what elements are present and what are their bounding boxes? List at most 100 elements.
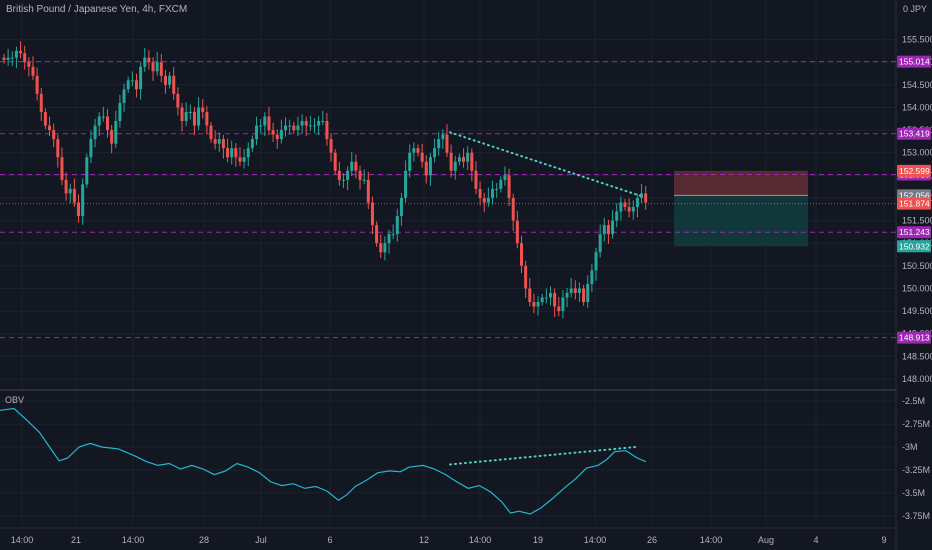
- candle-body-27: [114, 121, 118, 144]
- candle-body-154: [640, 193, 644, 198]
- candle-body-130: [540, 297, 544, 303]
- candle-body-137: [569, 288, 573, 293]
- candle-body-124: [515, 220, 519, 244]
- level-tag-3-bg: [897, 226, 931, 239]
- candle-body-100: [416, 148, 420, 153]
- chart-title: British Pound / Japanese Yen, 4h, FXCM: [6, 4, 188, 15]
- candle-body-49: [205, 111, 209, 126]
- candle-body-42: [176, 93, 180, 108]
- candle-body-64: [267, 116, 271, 131]
- time-tick-3: 28: [199, 535, 209, 545]
- candle-body-68: [284, 125, 288, 131]
- currency-selector[interactable]: 0 JPY: [903, 4, 927, 14]
- candle-body-11: [48, 125, 52, 131]
- candle-body-133: [553, 292, 557, 307]
- candle-body-15: [64, 179, 68, 194]
- candle-body-135: [561, 297, 565, 312]
- candle-body-118: [491, 188, 495, 198]
- candle-body-32: [134, 80, 138, 90]
- candle-body-98: [408, 152, 412, 171]
- price-tick-2: 154.500: [902, 80, 932, 90]
- candle-body-76: [317, 121, 321, 126]
- candle-body-110: [457, 157, 461, 162]
- candle-body-67: [279, 130, 283, 140]
- take-profit-zone: [674, 195, 808, 247]
- level-tag-0-bg: [897, 55, 931, 68]
- entry-tag: 152.056: [899, 190, 930, 200]
- candle-body-10: [43, 111, 47, 126]
- candle-body-41: [172, 75, 176, 94]
- candle-body-119: [495, 188, 499, 190]
- candle-body-140: [582, 288, 586, 303]
- price-tick-3: 154.000: [902, 102, 932, 112]
- candle-body-23: [97, 116, 101, 126]
- price-tick-0: 155.500: [902, 35, 932, 45]
- candle-body-79: [329, 139, 333, 153]
- currency-label: JPY: [910, 4, 928, 14]
- candle-body-122: [507, 175, 511, 198]
- candle-body-28: [118, 102, 122, 122]
- candle-body-105: [437, 139, 441, 149]
- time-tick-1: 21: [71, 535, 81, 545]
- candle-body-144: [598, 234, 602, 253]
- candle-body-96: [399, 197, 403, 217]
- candle-body-95: [395, 216, 399, 235]
- candle-body-102: [424, 161, 428, 176]
- candle-body-104: [433, 148, 437, 158]
- price-tick-8: 151.500: [902, 216, 932, 226]
- candle-body-30: [126, 80, 130, 90]
- candle-body-14: [60, 157, 64, 180]
- candle-body-113: [470, 152, 474, 171]
- candle-body-152: [631, 207, 635, 212]
- time-tick-11: 14:00: [700, 535, 723, 545]
- candle-body-69: [288, 125, 292, 127]
- candle-body-82: [341, 179, 345, 181]
- candle-body-81: [337, 170, 341, 180]
- candle-body-59: [246, 148, 250, 158]
- candle-body-85: [354, 161, 358, 171]
- candle-body-36: [151, 62, 155, 72]
- candle-body-153: [635, 197, 639, 207]
- obv-tick-0: -2.5M: [902, 396, 925, 406]
- candle-body-61: [255, 125, 259, 140]
- trendlines: [449, 131, 641, 466]
- candle-body-58: [242, 157, 246, 162]
- candle-body-4: [19, 50, 23, 54]
- candle-body-78: [325, 121, 329, 140]
- candle-body-56: [234, 148, 238, 158]
- obv-tick-4: -3.5M: [902, 488, 925, 498]
- candle-body-13: [56, 139, 60, 158]
- candle-body-39: [163, 75, 167, 85]
- candle-body-45: [188, 111, 192, 113]
- candle-body-21: [89, 139, 93, 158]
- position-zones: [674, 170, 808, 247]
- candle-body-0: [2, 57, 6, 60]
- candle-body-108: [449, 152, 453, 171]
- candle-body-66: [275, 134, 279, 140]
- candle-body-3: [14, 50, 18, 58]
- candle-body-12: [52, 130, 56, 140]
- candle-body-62: [259, 125, 263, 127]
- price-tick-12: 149.500: [902, 306, 932, 316]
- level-tag-4-bg: [897, 331, 931, 344]
- candle-body-136: [565, 292, 569, 298]
- time-tick-2: 14:00: [122, 535, 145, 545]
- candle-body-37: [155, 62, 159, 72]
- candle-body-99: [412, 148, 416, 153]
- price-tick-10: 150.500: [902, 261, 932, 271]
- time-tick-0: 14:00: [11, 535, 34, 545]
- level-tag-3: 151.243: [899, 227, 930, 237]
- time-tick-10: 26: [647, 535, 657, 545]
- candle-body-115: [478, 188, 482, 198]
- candle-body-90: [375, 225, 379, 244]
- target-tag: 150.932: [899, 241, 930, 251]
- candle-body-145: [602, 225, 606, 235]
- candle-body-131: [544, 297, 548, 299]
- candle-body-143: [594, 252, 598, 271]
- current-price-tag-bg: [897, 197, 931, 210]
- candle-body-31: [130, 80, 134, 82]
- candle-body-40: [168, 75, 172, 85]
- candle-body-9: [39, 93, 43, 112]
- time-tick-4: Jul: [255, 535, 267, 545]
